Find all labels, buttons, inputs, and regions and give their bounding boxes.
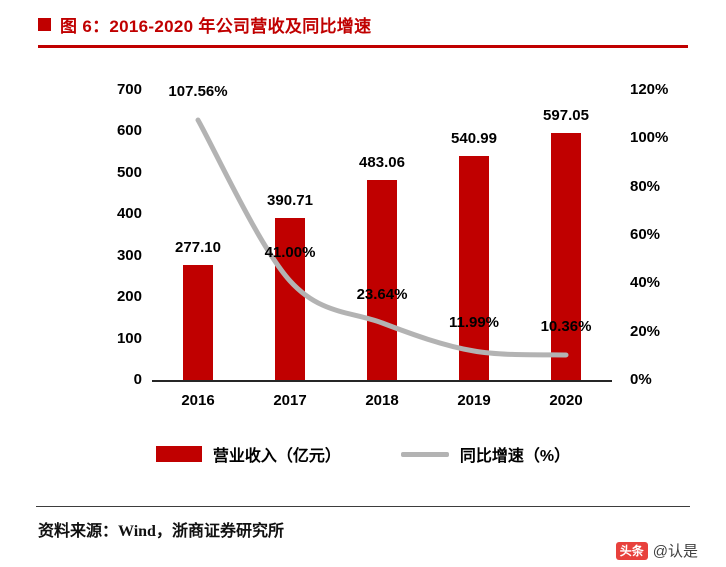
legend-item: 同比增速（%）	[400, 442, 571, 466]
left-axis-tick: 400	[116, 205, 142, 223]
right-axis-tick: 40%	[630, 274, 661, 292]
growth-value-label: 10.36%	[540, 317, 592, 335]
bar-value-label: 597.05	[543, 106, 589, 124]
legend-label: 同比增速（%）	[459, 448, 571, 465]
growth-value-label: 41.00%	[264, 243, 316, 261]
watermark: 头条 @认是	[615, 540, 698, 561]
growth-value-label: 23.64%	[356, 285, 408, 303]
x-axis-label: 2020	[549, 392, 583, 409]
left-axis-tick: 0	[133, 371, 142, 388]
right-axis-tick: 120%	[630, 81, 669, 98]
revenue-growth-chart: 700 600 500 400 300 200 100 0 120% 100% 80% 60% 40% 2…	[0, 58, 726, 438]
left-axis-tick: 100	[116, 329, 142, 347]
source-note: 资料来源：Wind，浙商证券研究所	[38, 523, 284, 540]
bar-value-label: 483.06	[359, 153, 405, 171]
legend-item: 营业收入（亿元）	[155, 442, 341, 466]
title-divider	[38, 45, 688, 48]
right-axis-tick: 0%	[630, 371, 652, 388]
bar-value-label: 390.71	[267, 192, 313, 210]
x-axis-line	[152, 380, 612, 382]
bar-2016	[183, 265, 213, 380]
bar-2017	[275, 218, 305, 380]
growth-value-label: 107.56%	[168, 83, 228, 101]
growth-value-label: 11.99%	[448, 314, 500, 332]
figure-title: 图 6：2016-2020 年公司营收及同比增速	[60, 17, 372, 36]
left-axis-tick: 200	[116, 288, 142, 306]
right-axis-tick: 80%	[630, 177, 661, 195]
title-bullet-icon	[38, 18, 51, 31]
x-axis-label: 2018	[365, 392, 399, 409]
x-axis-label: 2016	[181, 392, 215, 409]
figure-header: 图 6：2016-2020 年公司营收及同比增速	[38, 12, 371, 37]
watermark-handle: @认是	[652, 543, 698, 560]
left-axis-tick: 600	[116, 122, 142, 140]
bar-2018	[367, 179, 397, 380]
bar-value-label: 277.10	[175, 239, 221, 257]
chart-legend: 营业收入（亿元） 同比增速（%）	[0, 442, 726, 466]
x-axis-label: 2017	[273, 392, 307, 409]
toutiao-logo-icon: 头条	[615, 541, 648, 560]
right-axis-tick: 100%	[630, 129, 669, 147]
legend-label: 营业收入（亿元）	[212, 448, 341, 465]
left-axis-tick: 700	[116, 81, 142, 98]
right-axis-tick: 60%	[630, 226, 661, 243]
footer-divider	[36, 506, 690, 507]
bar-2020	[551, 132, 581, 380]
right-axis-tick: 20%	[630, 322, 661, 340]
legend-line-swatch-icon	[400, 451, 449, 457]
legend-bar-swatch-icon	[155, 446, 202, 462]
bar-2019	[459, 155, 489, 380]
bar-value-label: 540.99	[451, 129, 497, 147]
left-axis-tick: 500	[116, 163, 142, 181]
x-axis-label: 2019	[457, 392, 491, 409]
left-axis-tick: 300	[116, 246, 142, 264]
